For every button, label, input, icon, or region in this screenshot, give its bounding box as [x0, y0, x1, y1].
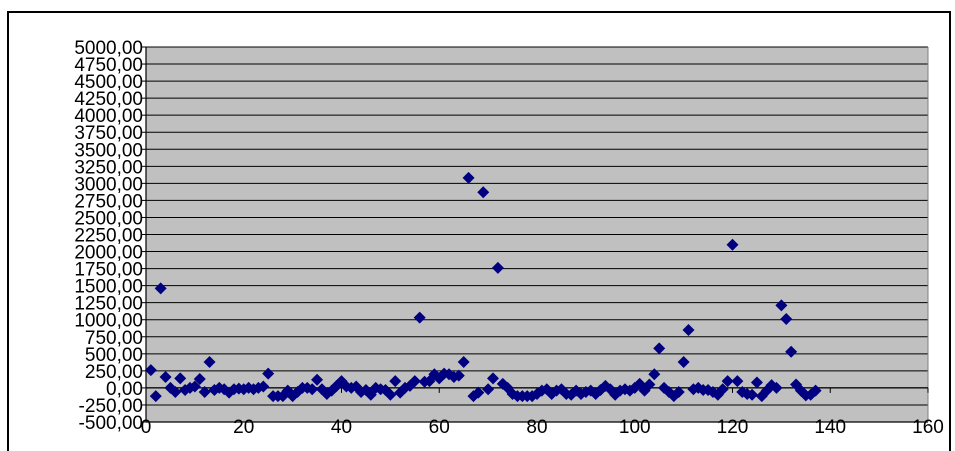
data-point	[491, 261, 504, 274]
data-point	[149, 390, 162, 403]
x-tick-label: 140	[814, 417, 846, 438]
gridlines	[146, 46, 928, 423]
x-tick-label: 20	[233, 417, 254, 438]
data-point	[188, 380, 201, 393]
y-tick-label: 3000,00	[74, 174, 143, 195]
data-point	[257, 380, 270, 393]
y-tick-label: 1500,00	[74, 277, 143, 298]
data-point	[413, 311, 426, 324]
data-point	[672, 386, 685, 398]
data-point	[477, 186, 490, 199]
y-tick-label: 3750,00	[74, 123, 143, 144]
data-point	[731, 375, 744, 388]
y-tick-label: 2000,00	[74, 243, 143, 264]
x-tick-label: 80	[526, 417, 547, 438]
data-point	[144, 364, 157, 377]
data-point	[716, 383, 729, 396]
y-axis-tick-labels: -500,00-250,000,00250,00500,00750,001000…	[74, 38, 143, 434]
y-tick-label: 4500,00	[74, 72, 143, 93]
y-tick-label: 750,00	[85, 328, 143, 349]
data-point	[770, 381, 783, 394]
y-tick-label: 3250,00	[74, 157, 143, 178]
chart-frame	[7, 11, 951, 451]
data-point	[203, 356, 216, 368]
data-point	[653, 342, 666, 355]
data-point	[408, 375, 421, 388]
x-tick-label: 60	[429, 417, 450, 438]
x-tick-label: 100	[619, 417, 651, 438]
data-point	[457, 356, 470, 368]
y-tick-label: 4750,00	[74, 55, 143, 76]
y-tick-label: 1250,00	[74, 294, 143, 315]
data-point	[193, 373, 206, 386]
x-tick-label: 0	[141, 417, 152, 438]
data-point	[452, 369, 465, 382]
data-point	[721, 375, 734, 388]
y-tick-label: 0,00	[106, 379, 143, 400]
data-point	[643, 378, 656, 391]
data-point	[159, 371, 172, 383]
data-point	[262, 367, 275, 380]
y-tick-label: -500,00	[79, 413, 143, 434]
data-point	[746, 388, 759, 401]
y-tick-label: 2750,00	[74, 191, 143, 212]
y-tick-label: -250,00	[79, 396, 143, 417]
data-point	[775, 299, 788, 312]
x-tick-label: 160	[912, 417, 944, 438]
y-tick-label: 1000,00	[74, 311, 143, 332]
data-point	[482, 383, 495, 396]
y-tick-label: 2250,00	[74, 226, 143, 247]
data-point	[472, 386, 485, 399]
data-point	[785, 345, 798, 358]
data-point	[462, 171, 475, 184]
data-point	[198, 386, 211, 398]
data-point	[311, 373, 324, 386]
y-tick-label: 1750,00	[74, 260, 143, 281]
y-tick-label: 250,00	[85, 362, 143, 383]
data-point	[648, 368, 661, 381]
y-tick-label: 4000,00	[74, 106, 143, 127]
data-point	[487, 372, 500, 385]
x-axis-tick-labels: 0 20 40 60 80 100 120 140 160	[141, 417, 944, 438]
data-point	[726, 238, 739, 251]
y-tick-label: 3500,00	[74, 140, 143, 161]
data-point	[169, 386, 182, 398]
data-point	[154, 282, 167, 295]
y-tick-label: 500,00	[85, 345, 143, 366]
y-tick-label: 5000,00	[74, 38, 143, 59]
data-point	[174, 372, 187, 385]
y-tick-label: 2500,00	[74, 208, 143, 229]
data-point	[384, 388, 397, 401]
data-point	[780, 313, 793, 326]
y-tick-label: 4250,00	[74, 89, 143, 110]
data-point	[682, 323, 695, 336]
data-point	[677, 356, 690, 368]
data-points	[144, 171, 822, 403]
data-point	[750, 376, 763, 389]
x-tick-label: 40	[331, 417, 352, 438]
data-point	[306, 383, 319, 396]
data-point	[809, 384, 822, 397]
data-point	[389, 375, 402, 388]
x-tick-label: 120	[717, 417, 749, 438]
